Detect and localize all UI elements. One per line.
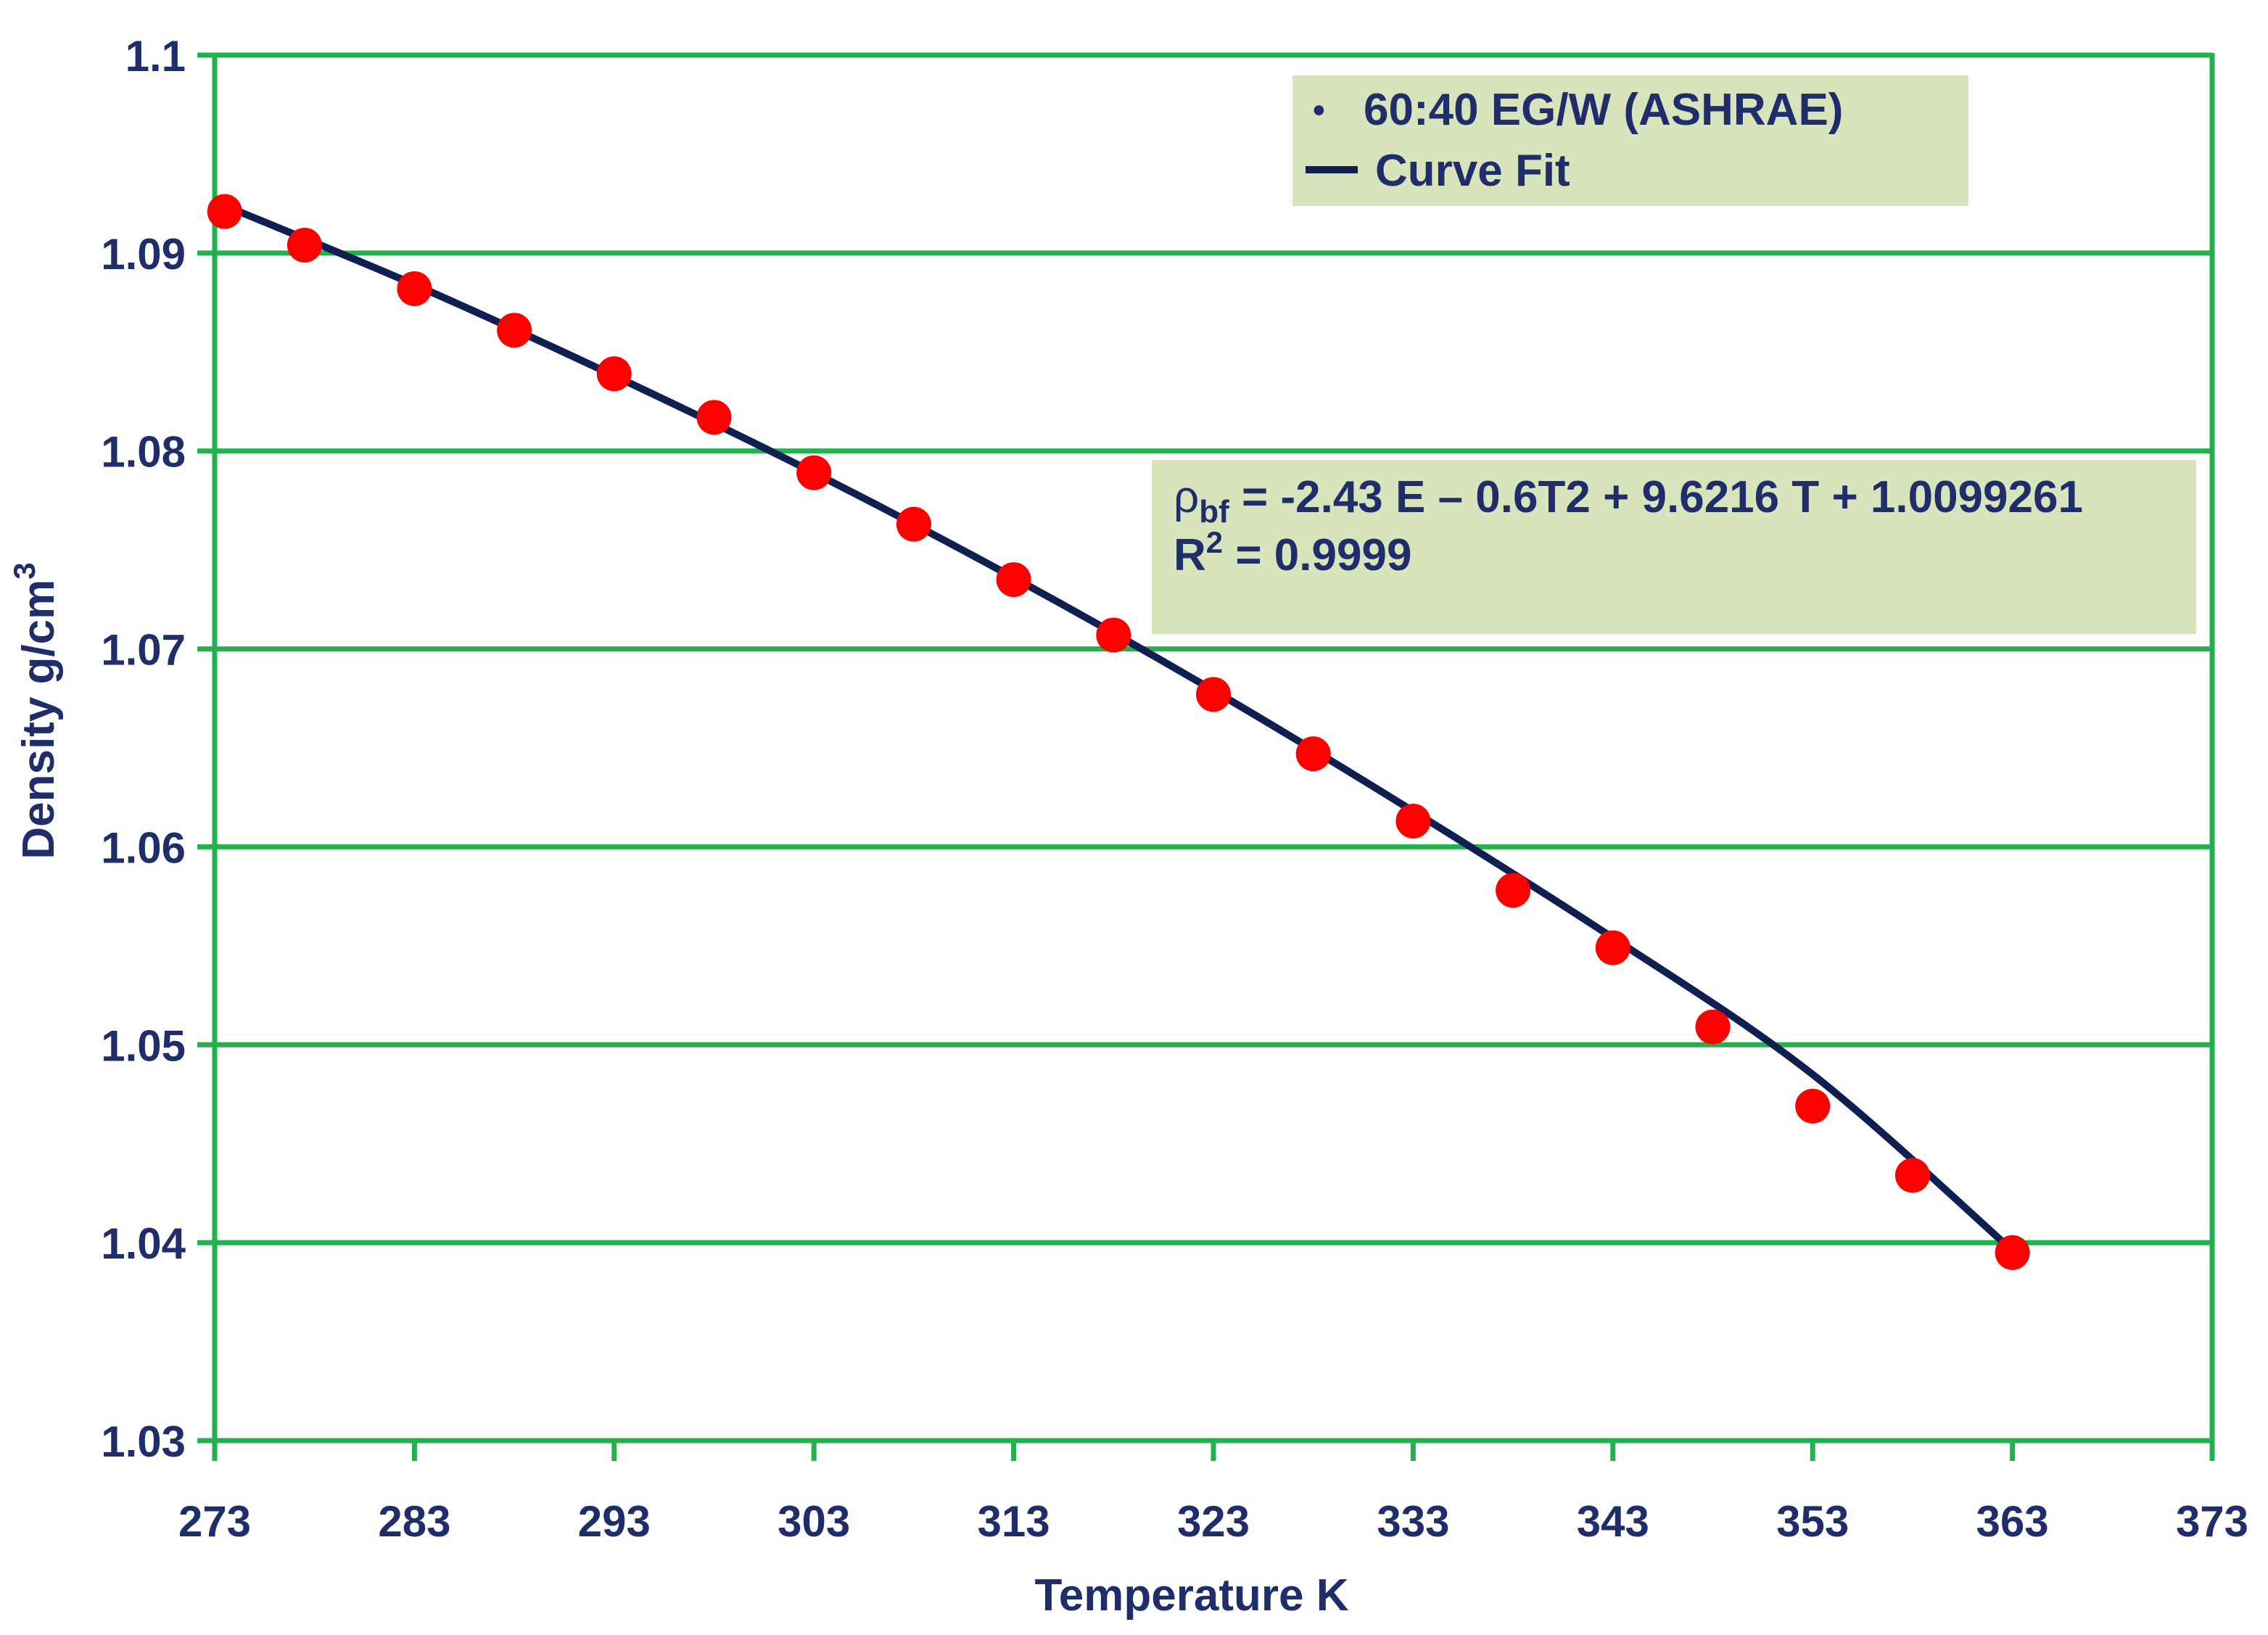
data-point xyxy=(1795,1088,1831,1124)
data-point xyxy=(1995,1235,2030,1270)
x-tick-label: 373 xyxy=(2176,1497,2248,1546)
legend: • 60:40 EG/W (ASHRAE) Curve Fit xyxy=(1292,75,1968,206)
x-tick-label: 343 xyxy=(1577,1497,1649,1546)
legend-label-curve: Curve Fit xyxy=(1375,146,1570,196)
x-tick-label: 313 xyxy=(978,1497,1050,1546)
y-axis-label-text: Density g/cm xyxy=(14,580,64,860)
y-axis-label-superscript: 3 xyxy=(7,562,41,579)
data-point xyxy=(1295,736,1331,772)
legend-box xyxy=(1292,75,1968,206)
x-axis-label: Temperature K xyxy=(1035,1570,1349,1620)
data-point xyxy=(1695,1009,1731,1045)
data-point xyxy=(796,455,832,490)
r-squared-text: R2 = 0.9999 xyxy=(1174,525,1411,580)
data-point xyxy=(207,194,242,229)
equation-body: = -2.43 E – 0.6T2 + 9.6216 T + 1.0099261 xyxy=(1229,472,2083,522)
data-point xyxy=(996,562,1031,598)
data-point xyxy=(1894,1158,1930,1193)
x-tick-label: 293 xyxy=(578,1497,651,1546)
data-point xyxy=(397,271,432,306)
y-tick-label: 1.07 xyxy=(101,626,186,675)
y-tick-label: 1.04 xyxy=(101,1219,186,1268)
equation-text: ρbf = -2.43 E – 0.6T2 + 9.6216 T + 1.009… xyxy=(1174,472,2083,530)
x-tick-label: 273 xyxy=(178,1497,251,1546)
series-layer xyxy=(207,194,2030,1270)
tick-layer: 273 283 293 303 313 323 333 343 353 363 373 1.03 1.0… xyxy=(101,32,2248,1546)
data-point xyxy=(696,400,732,435)
x-tick-label: 353 xyxy=(1776,1497,1849,1546)
data-point xyxy=(497,313,532,348)
y-axis-label: Density g/cm3 xyxy=(7,562,64,859)
legend-label-points: 60:40 EG/W (ASHRAE) xyxy=(1364,85,1843,135)
y-tick-label: 1.05 xyxy=(101,1021,186,1070)
y-tick-label: 1.1 xyxy=(125,32,186,81)
data-point xyxy=(1096,617,1131,653)
x-tick-label: 333 xyxy=(1377,1497,1449,1546)
equation-symbol: ρ xyxy=(1174,472,1199,522)
grid-layer xyxy=(212,52,2215,1444)
data-point xyxy=(896,506,931,542)
x-tick-label: 283 xyxy=(378,1497,450,1546)
data-point xyxy=(1196,677,1231,712)
y-tick-label: 1.03 xyxy=(101,1417,186,1466)
x-tick-label: 363 xyxy=(1976,1497,2049,1546)
r-squared-superscript: 2 xyxy=(1206,525,1223,559)
x-tick-label: 323 xyxy=(1177,1497,1250,1546)
equation-box-background xyxy=(1152,460,2196,634)
data-point xyxy=(1496,873,1531,908)
r-squared-prefix: R xyxy=(1174,530,1206,580)
data-point xyxy=(1595,930,1630,965)
equation-box: ρbf = -2.43 E – 0.6T2 + 9.6216 T + 1.009… xyxy=(1152,460,2196,634)
r-squared-value: = 0.9999 xyxy=(1223,530,1411,580)
equation-subscript: bf xyxy=(1199,494,1229,530)
data-point xyxy=(1395,803,1431,839)
y-tick-label: 1.08 xyxy=(101,428,186,477)
x-tick-label: 303 xyxy=(778,1497,850,1546)
legend-marker-points: • xyxy=(1313,91,1325,130)
y-tick-label: 1.09 xyxy=(101,230,186,279)
data-point xyxy=(286,227,322,263)
data-point xyxy=(596,356,632,392)
y-tick-label: 1.06 xyxy=(101,823,186,872)
